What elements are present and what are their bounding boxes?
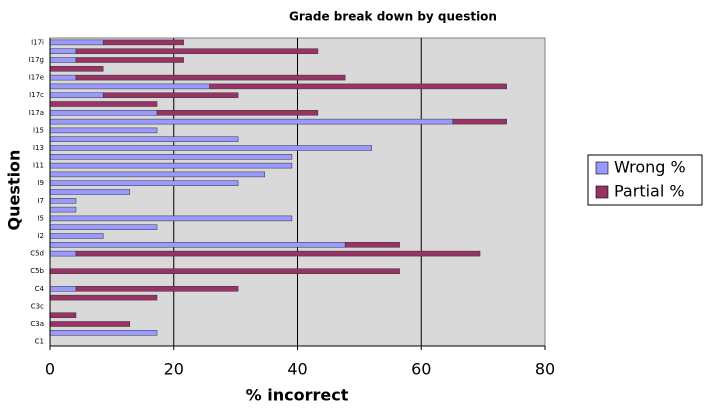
bar xyxy=(49,294,158,301)
bar xyxy=(49,66,104,72)
bar xyxy=(49,312,77,318)
bar xyxy=(49,189,131,195)
y-tick-label: C4 xyxy=(35,285,45,293)
bar xyxy=(49,48,77,54)
bar xyxy=(102,39,184,46)
bar xyxy=(75,48,319,54)
y-tick-label: C1 xyxy=(35,338,44,346)
bar xyxy=(49,162,293,169)
bar xyxy=(49,154,293,160)
bar xyxy=(156,110,319,116)
bar xyxy=(49,233,104,239)
y-tick-label: I17c xyxy=(29,91,44,99)
x-tick-label: 20 xyxy=(164,360,184,379)
bar xyxy=(49,171,265,178)
chart-title: Grade break down by question xyxy=(289,10,497,24)
y-axis-title: Question xyxy=(5,150,24,231)
x-tick-label: 80 xyxy=(535,360,555,379)
bar xyxy=(49,136,239,142)
x-tick-label: 40 xyxy=(287,360,307,379)
bar xyxy=(209,83,507,90)
y-tick-label: I17i xyxy=(31,38,44,46)
bar xyxy=(75,286,239,292)
bar xyxy=(49,224,158,230)
y-tick-label: I7 xyxy=(37,197,44,205)
bar xyxy=(49,206,77,213)
bar xyxy=(49,180,239,186)
y-tick-label: I17a xyxy=(29,109,44,117)
y-tick-label: C3c xyxy=(31,302,44,310)
bar xyxy=(75,250,481,257)
bar xyxy=(49,250,77,257)
bar xyxy=(49,286,77,292)
bar xyxy=(49,118,454,125)
bar xyxy=(49,92,104,98)
legend-label: Wrong % xyxy=(614,158,686,177)
legend-swatch xyxy=(595,185,609,199)
bar xyxy=(49,242,346,248)
y-tick-label: I2 xyxy=(37,232,44,240)
bar xyxy=(49,39,104,46)
bar xyxy=(344,242,400,248)
x-axis-title: % incorrect xyxy=(246,386,349,405)
bar xyxy=(452,118,507,125)
bar xyxy=(49,101,158,107)
bar xyxy=(49,321,131,327)
bar xyxy=(49,145,372,151)
bar xyxy=(49,74,77,81)
bar xyxy=(49,110,158,116)
bar xyxy=(49,57,77,63)
y-tick-label: C5d xyxy=(30,250,44,258)
legend-label: Partial % xyxy=(614,182,685,201)
bar xyxy=(49,83,210,90)
y-tick-label: C3a xyxy=(30,320,44,328)
y-tick-label: I11 xyxy=(33,162,44,170)
bar xyxy=(102,92,239,98)
bar xyxy=(49,330,158,336)
y-tick-label: I17e xyxy=(29,74,44,82)
y-tick-label: C5b xyxy=(30,267,44,275)
bar xyxy=(49,268,400,274)
x-tick-label: 60 xyxy=(411,360,431,379)
y-tick-label: I13 xyxy=(33,144,44,152)
bar xyxy=(49,215,293,222)
y-tick-label: I5 xyxy=(37,214,44,222)
legend-swatch xyxy=(595,161,609,175)
y-tick-label: I9 xyxy=(37,179,44,187)
bar xyxy=(49,127,158,134)
y-tick-label: I17g xyxy=(29,56,44,64)
y-tick-label: I15 xyxy=(33,126,44,134)
bar xyxy=(75,74,346,81)
x-tick-label: 0 xyxy=(45,360,55,379)
bar xyxy=(75,57,184,63)
bar xyxy=(49,198,77,204)
